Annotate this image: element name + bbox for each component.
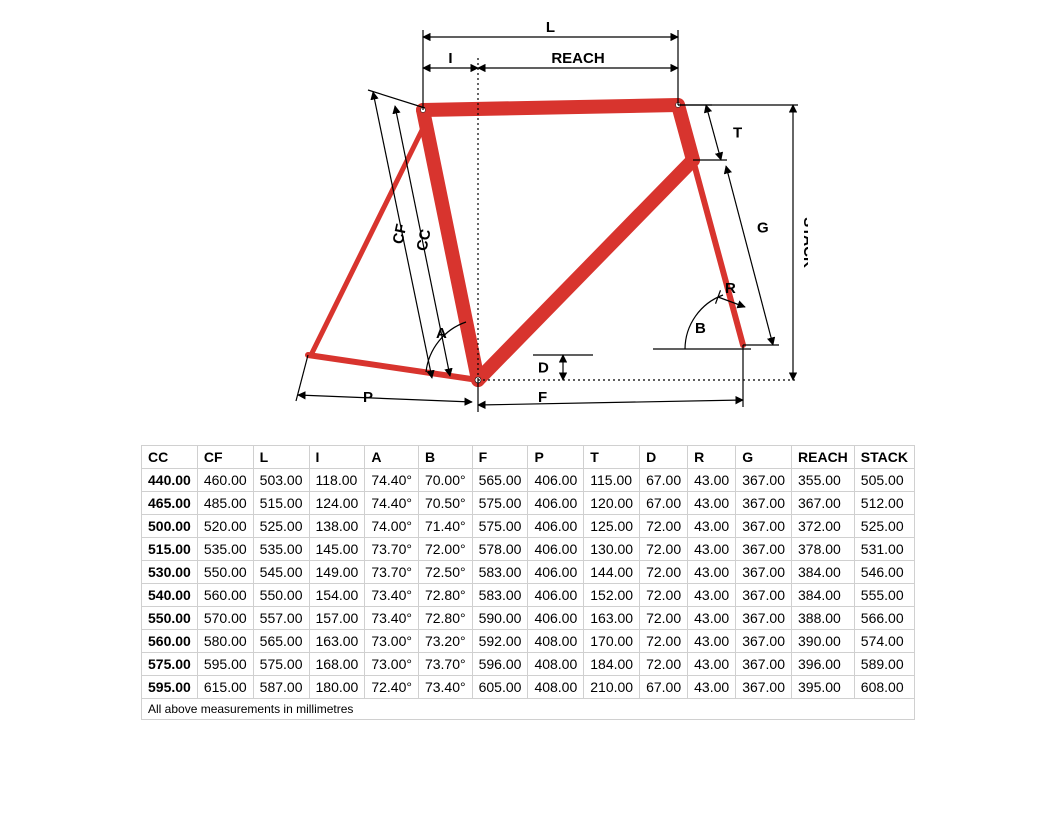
svg-text:CC: CC bbox=[414, 228, 435, 253]
geometry-table: CCCFLIABFPTDRGREACHSTACK440.00460.00503.… bbox=[141, 445, 915, 720]
col-a: A bbox=[365, 446, 419, 469]
col-f: F bbox=[472, 446, 528, 469]
col-d: D bbox=[640, 446, 688, 469]
col-reach: REACH bbox=[792, 446, 855, 469]
svg-text:P: P bbox=[363, 389, 373, 406]
svg-text:T: T bbox=[733, 125, 742, 142]
col-r: R bbox=[688, 446, 736, 469]
svg-text:F: F bbox=[538, 389, 547, 406]
table-row: 595.00615.00587.00180.0072.40°73.40°605.… bbox=[142, 676, 915, 699]
svg-text:I: I bbox=[448, 50, 452, 67]
table-row: 440.00460.00503.00118.0074.40°70.00°565.… bbox=[142, 469, 915, 492]
svg-text:R: R bbox=[725, 280, 736, 297]
col-p: P bbox=[528, 446, 584, 469]
svg-text:D: D bbox=[538, 360, 549, 377]
table-row: 465.00485.00515.00124.0074.40°70.50°575.… bbox=[142, 492, 915, 515]
table-row: 560.00580.00565.00163.0073.00°73.20°592.… bbox=[142, 630, 915, 653]
svg-text:B: B bbox=[695, 320, 706, 337]
table-row: 575.00595.00575.00168.0073.00°73.70°596.… bbox=[142, 653, 915, 676]
geometry-diagram: LIREACHTGSTACKRBADFPCCCF bbox=[0, 0, 1056, 425]
svg-text:CF: CF bbox=[390, 223, 411, 246]
table-footnote: All above measurements in millimetres bbox=[142, 699, 915, 720]
col-cf: CF bbox=[197, 446, 253, 469]
col-g: G bbox=[736, 446, 792, 469]
col-l: L bbox=[253, 446, 309, 469]
svg-text:STACK: STACK bbox=[800, 217, 808, 268]
col-cc: CC bbox=[142, 446, 198, 469]
table-row: 530.00550.00545.00149.0073.70°72.50°583.… bbox=[142, 561, 915, 584]
col-t: T bbox=[584, 446, 640, 469]
col-stack: STACK bbox=[854, 446, 914, 469]
table-row: 515.00535.00535.00145.0073.70°72.00°578.… bbox=[142, 538, 915, 561]
table-row: 550.00570.00557.00157.0073.40°72.80°590.… bbox=[142, 607, 915, 630]
svg-text:L: L bbox=[546, 19, 555, 36]
table-row: 540.00560.00550.00154.0073.40°72.80°583.… bbox=[142, 584, 915, 607]
svg-text:REACH: REACH bbox=[551, 50, 604, 67]
col-i: I bbox=[309, 446, 365, 469]
table-row: 500.00520.00525.00138.0074.00°71.40°575.… bbox=[142, 515, 915, 538]
col-b: B bbox=[418, 446, 472, 469]
svg-text:G: G bbox=[757, 220, 769, 237]
